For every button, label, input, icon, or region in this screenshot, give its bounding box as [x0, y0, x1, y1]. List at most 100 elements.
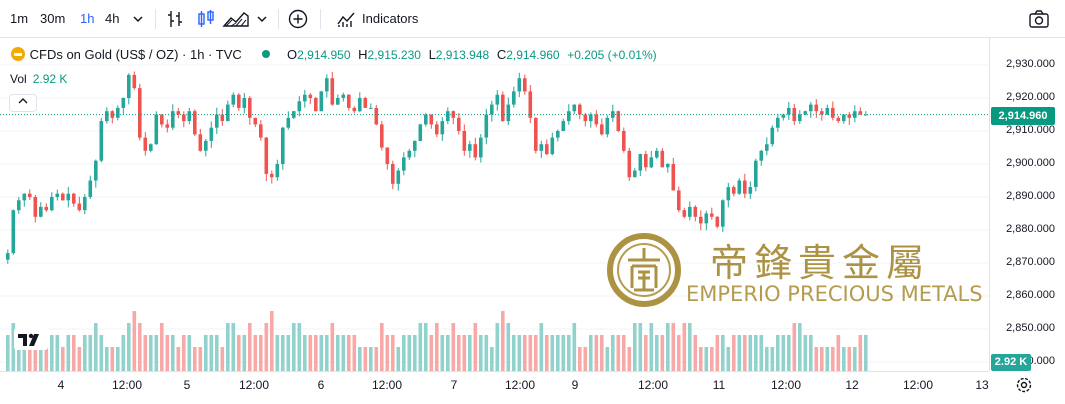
volume-bar: [160, 323, 164, 371]
candle: [77, 203, 82, 211]
volume-bar: [754, 335, 758, 371]
indicators-icon[interactable]: [335, 8, 357, 30]
add-compare-icon[interactable]: [287, 8, 309, 30]
gear-icon[interactable]: [1015, 376, 1033, 394]
price-label: 2,930.000: [1006, 58, 1055, 70]
candle: [446, 111, 450, 122]
candle: [743, 180, 747, 194]
candles-icon[interactable]: [195, 8, 217, 30]
volume-bar: [88, 335, 93, 371]
time-label: 11: [712, 378, 726, 392]
candle: [462, 131, 467, 151]
volume-bar: [743, 335, 747, 371]
volume-bar: [781, 335, 786, 371]
volume-bar: [556, 335, 560, 371]
candle: [616, 111, 621, 131]
camera-icon[interactable]: [1028, 9, 1050, 29]
volume-bar: [407, 335, 412, 371]
candle: [528, 91, 533, 118]
volume-bar: [55, 335, 60, 371]
volume-bar: [803, 335, 808, 371]
time-label: 7: [450, 378, 458, 392]
volume-bar: [776, 335, 780, 371]
volume-bar: [644, 335, 648, 371]
candle: [209, 127, 214, 141]
volume-bar: [6, 335, 10, 371]
candle: [33, 197, 38, 217]
candle: [242, 98, 247, 108]
volume-bar: [308, 335, 313, 371]
candle: [341, 94, 346, 98]
candle: [776, 117, 780, 128]
volume-bar: [193, 347, 197, 371]
volume-bar: [704, 347, 709, 371]
candle: [281, 127, 285, 164]
time-label: 12:00: [111, 378, 143, 392]
chevron-down-icon[interactable]: [127, 8, 149, 30]
volume-bar: [611, 335, 615, 371]
price-axis[interactable]: 2,930.000 2,920.000 2,910.000 2,900.000 …: [989, 38, 1065, 371]
high-value: 2,915.230: [367, 48, 421, 62]
volume-bar: [468, 335, 472, 371]
candle: [710, 213, 714, 217]
tradingview-logo-icon[interactable]: [14, 328, 48, 350]
volume-bar: [77, 347, 82, 371]
volume-bar: [72, 335, 76, 371]
volume-bar: [220, 347, 225, 371]
volume-label: Vol: [10, 72, 27, 86]
candle: [182, 114, 186, 122]
candle: [17, 200, 21, 211]
volume-bar: [281, 335, 285, 371]
candle: [798, 114, 802, 122]
candle: [814, 104, 819, 112]
time-label: 12: [845, 378, 859, 392]
candle: [440, 121, 445, 135]
candle: [347, 94, 351, 108]
interval-1m[interactable]: 1m: [10, 11, 29, 26]
volume-bar: [616, 335, 621, 371]
candle: [154, 114, 159, 145]
volume-bar: [688, 323, 692, 371]
candle: [237, 94, 241, 108]
volume-bar: [402, 335, 406, 371]
candle: [83, 197, 87, 211]
volume-bar: [292, 323, 296, 371]
interval-30m[interactable]: 30m: [40, 11, 66, 26]
volume-bar: [792, 323, 797, 371]
candle: [198, 134, 203, 151]
chevron-down-icon[interactable]: [251, 8, 273, 30]
candle: [506, 104, 511, 122]
chevron-up-icon: [18, 98, 28, 104]
volume-bar: [424, 323, 428, 371]
bar-chart-type-icon[interactable]: [164, 8, 186, 30]
indicators-button[interactable]: Indicators: [362, 11, 419, 26]
open-value: 2,914.950: [297, 48, 351, 62]
candle: [732, 187, 736, 194]
volume-bar: [572, 323, 577, 371]
volume-bar: [693, 335, 698, 371]
candle: [11, 210, 16, 254]
interval-1h[interactable]: 1h: [80, 11, 95, 26]
volume-bar: [341, 335, 346, 371]
toolbar-divider: [320, 9, 321, 29]
volume-bar: [314, 335, 318, 371]
candle: [600, 124, 604, 135]
volume-bar: [182, 335, 186, 371]
candle: [594, 114, 599, 125]
candle: [567, 111, 571, 122]
volume-bar: [275, 335, 280, 371]
collapse-legend-button[interactable]: [9, 94, 37, 112]
area-chart-icon[interactable]: [222, 8, 250, 30]
volume-bar: [33, 347, 38, 371]
price-chart[interactable]: [0, 38, 989, 371]
candle: [50, 197, 54, 211]
interval-4h[interactable]: 4h: [105, 11, 120, 26]
symbol-title[interactable]: CFDs on Gold (US$ / OZ) · 1h · TVC: [29, 47, 242, 62]
volume-bar: [561, 335, 566, 371]
volume-bar: [825, 347, 830, 371]
volume-bar: [253, 335, 258, 371]
volume-bar: [627, 347, 632, 371]
candle: [264, 137, 269, 174]
time-axis[interactable]: [0, 371, 989, 404]
candle: [413, 140, 417, 151]
